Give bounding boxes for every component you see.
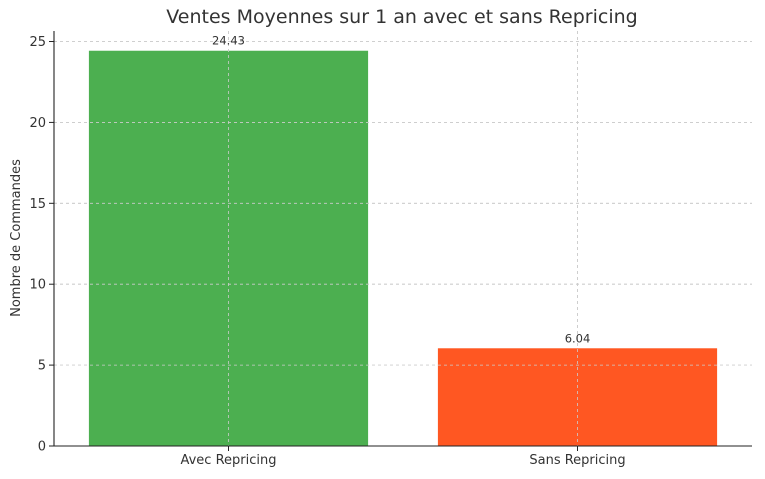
x-tick-label: Avec Repricing <box>180 453 276 468</box>
x-tick-label: Sans Repricing <box>529 453 625 468</box>
chart-title: Ventes Moyennes sur 1 an avec et sans Re… <box>166 6 637 28</box>
bars <box>54 31 752 446</box>
labels: 0 5 10 15 20 25 24.43 6.04 Avec Repricing Sans Re… <box>29 34 625 468</box>
y-tick-label: 15 <box>29 197 46 212</box>
bar-value-label: 6.04 <box>565 331 591 345</box>
y-tick-label: 10 <box>29 278 46 293</box>
y-tick-label: 5 <box>38 359 46 374</box>
axes <box>49 31 752 451</box>
y-tick-label: 0 <box>38 440 46 455</box>
y-axis-label: Nombre de Commandes <box>9 159 24 317</box>
y-tick-label: 20 <box>29 116 46 131</box>
bar-value-label: 24.43 <box>212 34 245 48</box>
y-tick-label: 25 <box>29 35 46 50</box>
